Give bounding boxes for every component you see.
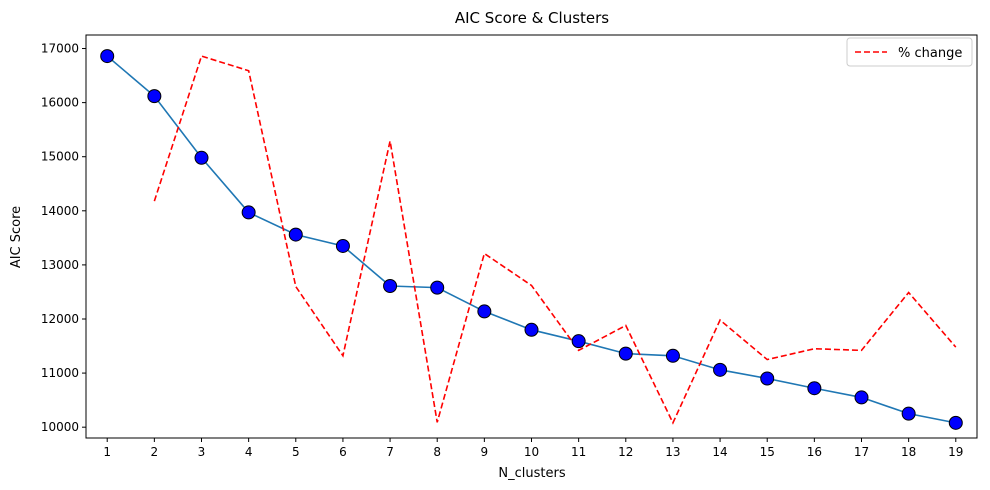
aic-score-point xyxy=(288,227,303,242)
aic-score-point xyxy=(430,280,445,295)
x-tick-label: 8 xyxy=(433,445,441,459)
aic-score-point xyxy=(194,150,209,165)
x-tick-label: 10 xyxy=(524,445,539,459)
aic-score-point xyxy=(477,304,492,319)
aic-score-point xyxy=(335,238,350,253)
pct-change-line xyxy=(153,55,957,425)
legend-entry-pct-change: % change xyxy=(898,46,962,61)
y-tick-label: 10000 xyxy=(41,420,79,434)
aic-score-point xyxy=(948,415,963,430)
aic-score-point xyxy=(571,334,586,349)
aic-score-point xyxy=(147,89,162,104)
aic-score-point xyxy=(760,371,775,386)
y-axis: 10000 11000 12000 13000 14000 15000 16000 17000 xyxy=(41,42,86,434)
y-tick-label: 11000 xyxy=(41,366,79,380)
y-axis-label: AIC Score xyxy=(9,206,24,268)
legend: % change xyxy=(846,37,973,67)
x-tick-label: 12 xyxy=(618,445,633,459)
y-tick-label: 15000 xyxy=(41,150,79,164)
x-tick-label: 13 xyxy=(665,445,680,459)
aic-score-point xyxy=(100,49,115,64)
x-tick-label: 9 xyxy=(481,445,489,459)
x-tick-label: 4 xyxy=(245,445,253,459)
aic-score-point xyxy=(618,346,633,361)
x-tick-label: 11 xyxy=(571,445,586,459)
x-tick-label: 15 xyxy=(760,445,775,459)
aic-score-point xyxy=(807,381,822,396)
x-tick-label: 18 xyxy=(901,445,916,459)
x-tick-label: 7 xyxy=(386,445,394,459)
x-tick-label: 6 xyxy=(339,445,347,459)
legend-box xyxy=(846,37,973,67)
y-tick-label: 13000 xyxy=(41,258,79,272)
x-tick-label: 5 xyxy=(292,445,300,459)
aic-score-point xyxy=(901,406,916,421)
aic-score-point xyxy=(665,348,680,363)
x-tick-label: 14 xyxy=(712,445,727,459)
aic-score-point xyxy=(383,278,398,293)
plot-frame xyxy=(85,34,978,439)
x-tick-label: 17 xyxy=(854,445,869,459)
x-tick-label: 16 xyxy=(807,445,822,459)
aic-score-point xyxy=(854,390,869,405)
aic-score-point xyxy=(524,322,539,337)
aic-score-line xyxy=(106,55,956,424)
x-tick-label: 1 xyxy=(103,445,111,459)
plot-area xyxy=(100,49,963,430)
y-tick-label: 14000 xyxy=(41,204,79,218)
x-axis: 1 2 3 4 5 6 7 8 9 10 11 12 13 14 15 16 17 18 19 xyxy=(103,438,963,459)
y-tick-label: 16000 xyxy=(41,96,79,110)
aic-score-point xyxy=(241,205,256,220)
y-tick-label: 17000 xyxy=(41,42,79,56)
x-tick-label: 2 xyxy=(151,445,159,459)
x-axis-label: N_clusters xyxy=(498,466,565,481)
y-tick-label: 12000 xyxy=(41,312,79,326)
aic-score-point xyxy=(713,362,728,377)
chart-title: AIC Score & Clusters xyxy=(455,9,609,27)
x-tick-label: 19 xyxy=(948,445,963,459)
x-tick-label: 3 xyxy=(198,445,206,459)
